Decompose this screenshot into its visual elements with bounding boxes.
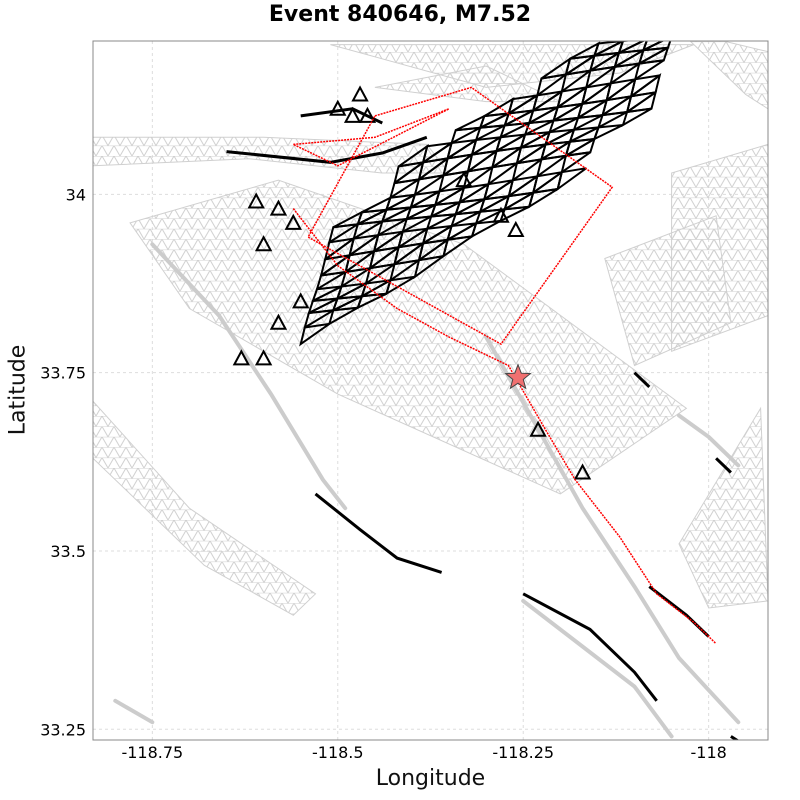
rupture-triangle (617, 41, 646, 55)
rupture-segment (226, 135, 428, 164)
rupture-triangle (627, 11, 656, 29)
rupture-triangle (482, 179, 514, 202)
fault-trace-outline (292, 208, 717, 645)
rupture-triangle (343, 106, 362, 123)
rupture-triangle (507, 94, 538, 116)
rupture-triangle (409, 190, 440, 210)
rupture-triangle (529, 420, 547, 437)
y-tick-label: 33.25 (40, 720, 86, 739)
rupture-triangle (360, 279, 391, 299)
rupture-triangle (605, 78, 636, 103)
rupture-triangle (543, 128, 575, 147)
y-tick-label: 33.75 (40, 364, 86, 383)
rupture-triangle (455, 170, 473, 188)
rupture-triangle (269, 313, 288, 330)
y-axis-label: Latitude (5, 344, 31, 436)
x-tick-label: -118.25 (492, 743, 554, 762)
rupture-segment (522, 592, 658, 702)
rupture-triangle (592, 124, 624, 141)
rupture-triangle (494, 133, 526, 154)
plot-frame (92, 40, 769, 741)
fault-trace (521, 598, 674, 739)
rupture-triangle (592, 41, 624, 58)
rupture-segment (314, 492, 443, 574)
rupture-triangle (323, 237, 355, 262)
fault-mesh-patch (678, 406, 768, 609)
rupture-triangle (284, 213, 302, 230)
rupture-layer (226, 11, 740, 740)
rupture-triangle (299, 322, 330, 347)
fault-mesh-patch (93, 400, 317, 616)
map-title: Event 840646, M7.52 (268, 2, 532, 27)
rupture-triangle (470, 219, 502, 239)
rupture-triangle (458, 183, 489, 205)
rupture-triangle (445, 222, 477, 242)
axis-ticks: -118.75 -118.5 -118.25 -118 34 33.75 33.5 33.25 (40, 185, 727, 762)
x-axis-label: Longitude (375, 766, 486, 791)
rupture-triangle (335, 282, 367, 301)
rupture-outline-layer (290, 86, 717, 645)
rupture-outline (307, 86, 614, 346)
fault-mesh-patch (374, 65, 561, 103)
x-tick-label: -118.75 (121, 743, 183, 762)
rupture-triangle (232, 349, 251, 366)
rupture-outline (290, 108, 450, 167)
fault-trace (484, 335, 741, 725)
rupture-triangle (492, 206, 510, 223)
rupture-triangle (421, 225, 453, 246)
rupture-triangle (433, 186, 465, 208)
rupture-triangle (358, 106, 377, 123)
rupture-triangle (421, 142, 453, 165)
rupture-triangle (311, 285, 342, 303)
x-tick-label: -118.5 (312, 743, 364, 762)
rupture-triangle (372, 230, 404, 254)
rupture-triangle (556, 167, 587, 192)
rupture-triangle (470, 136, 502, 157)
epicenter-layer[interactable] (504, 363, 532, 390)
rupture-triangle (384, 193, 416, 212)
star-icon[interactable] (504, 363, 532, 390)
rupture-triangle (445, 139, 477, 161)
rupture-triangle (247, 192, 265, 209)
rupture-triangle (531, 171, 563, 196)
rupture-triangle (384, 275, 416, 296)
fault-mesh-layer (93, 41, 768, 616)
rupture-triangle (621, 41, 626, 44)
x-tick-label: -118 (691, 743, 727, 762)
rupture-triangle (580, 82, 612, 107)
rupture-segment (633, 371, 651, 388)
y-tick-label: 33.5 (50, 542, 86, 561)
fault-trace (677, 413, 741, 468)
rupture-triangle (254, 235, 273, 252)
rupture-segment (730, 735, 740, 740)
rupture-triangle (292, 292, 310, 309)
fault-mesh-patch (604, 215, 732, 367)
rupture-triangle (347, 234, 379, 258)
fault-trace (150, 242, 348, 511)
fault-trace (113, 698, 155, 725)
rupture-triangle (351, 85, 369, 102)
rupture-triangle (641, 41, 665, 53)
fault-mesh-patch (129, 179, 688, 495)
rupture-triangle (507, 175, 538, 199)
rupture-triangle (269, 199, 288, 216)
rupture-triangle (629, 74, 661, 99)
rupture-triangle (329, 99, 347, 116)
rupture-triangle (568, 126, 599, 144)
fault-mesh-patch (689, 41, 768, 110)
rupture-triangle (556, 86, 587, 110)
rupture-segment (715, 457, 732, 474)
rupture-triangle (507, 220, 525, 238)
y-tick-label: 34 (66, 185, 86, 204)
fault-trace-layer (113, 242, 741, 739)
rupture-triangle (573, 463, 592, 480)
rupture-triangle (396, 227, 428, 250)
rupture-triangle (531, 90, 563, 113)
rupture-triangle (254, 349, 273, 366)
